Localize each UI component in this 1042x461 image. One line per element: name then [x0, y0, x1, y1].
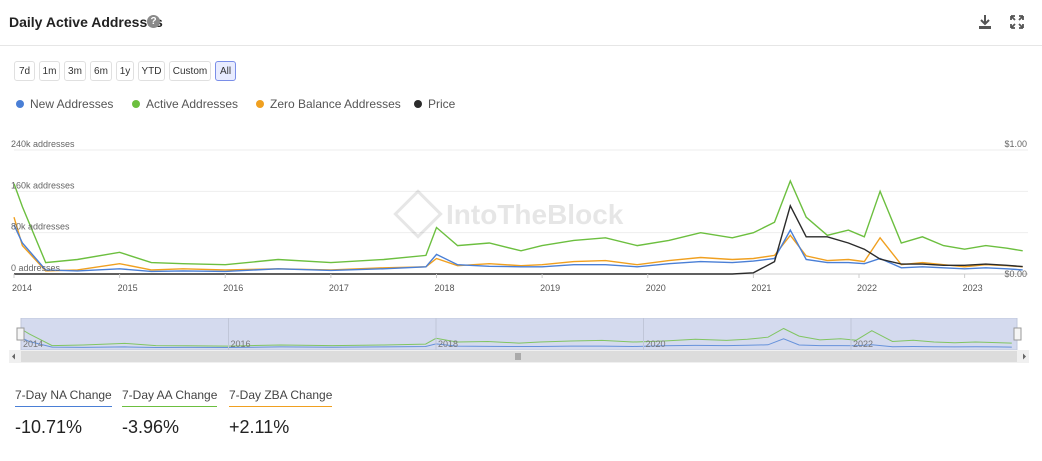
y-tick-label: 240k addresses [11, 139, 75, 149]
fullscreen-icon[interactable] [1009, 14, 1025, 30]
x-tick-label: 2022 [857, 283, 877, 293]
range-button-all[interactable]: All [215, 61, 236, 81]
navigator[interactable]: 2014 2016 2018 2020 2022 [9, 317, 1029, 363]
navigator-line-active-addresses [20, 327, 1012, 347]
range-button-3m[interactable]: 3m [64, 61, 86, 81]
range-button-6m[interactable]: 6m [90, 61, 112, 81]
navigator-labels: 2014 2016 2018 2020 2022 [20, 318, 873, 350]
series-line-zero-balance-addresses [13, 217, 1023, 272]
y-tick-label: 0 addresses [11, 263, 61, 273]
legend-dot-icon [256, 99, 264, 108]
x-tick-label: 2014 [12, 283, 32, 293]
navigator-label: 2018 [438, 339, 458, 349]
stat-zba-change: 7-Day ZBA Change +2.11% [229, 388, 333, 438]
y-tick-label: 160k addresses [11, 180, 75, 190]
stat-value: -10.71% [15, 417, 83, 437]
stat-value: -3.96% [122, 417, 180, 437]
series-line-active-addresses [13, 179, 1023, 266]
download-icon[interactable] [977, 14, 993, 30]
stat-value: +2.11% [229, 417, 290, 437]
range-button-1y[interactable]: 1y [116, 61, 134, 81]
help-icon[interactable]: ? [147, 15, 160, 28]
chart-series [13, 179, 1023, 275]
legend-label: Active Addresses [146, 97, 239, 111]
stat-label: 7-Day AA Change [122, 388, 218, 407]
x-tick-label: 2020 [646, 283, 666, 293]
navigator-chart: 2014 2016 2018 2020 2022 [9, 317, 1029, 363]
series-line-price [14, 203, 1023, 275]
watermark: IntoTheBlock [393, 189, 624, 239]
legend-item-price[interactable]: Price [414, 97, 455, 111]
navigator-right-handle[interactable] [1013, 327, 1022, 341]
stat-label: 7-Day ZBA Change [229, 388, 333, 407]
range-button-7d[interactable]: 7d [14, 61, 35, 81]
navigator-label: 2016 [231, 339, 251, 349]
y-right-tick-label: $1.00 [1004, 139, 1027, 149]
x-tick-label: 2021 [751, 283, 771, 293]
y-right-tick-label: $0.00 [1004, 269, 1027, 279]
scroll-right-icon[interactable] [1023, 353, 1026, 360]
x-tick-label: 2015 [118, 283, 138, 293]
legend-label: Zero Balance Addresses [270, 97, 401, 111]
legend-item-new-addresses[interactable]: New Addresses [16, 97, 113, 111]
range-button-1m[interactable]: 1m [39, 61, 60, 81]
navigator-label: 2022 [853, 339, 873, 349]
x-tick-label: 2023 [963, 283, 983, 293]
x-axis-labels: 2014 2015 2016 2017 2018 2019 2020 2021 2022 2023 [12, 274, 983, 293]
y-tick-label: 80k addresses [11, 222, 70, 232]
series-line-new-addresses [13, 224, 1023, 273]
navigator-left-handle[interactable] [16, 327, 25, 341]
legend-dot-icon [132, 99, 140, 108]
legend-label: New Addresses [30, 97, 114, 111]
legend-dot-icon [414, 99, 422, 108]
x-tick-label: 2016 [223, 283, 243, 293]
navigator-label: 2020 [646, 339, 666, 349]
x-tick-label: 2017 [329, 283, 349, 293]
watermark-text: IntoTheBlock [446, 199, 624, 230]
x-tick-label: 2019 [540, 283, 560, 293]
x-tick-label: 2018 [434, 283, 454, 293]
main-chart: IntoTheBlock 0 addresses 80k addresses 160… [11, 139, 1028, 293]
scroll-grip-icon[interactable] [515, 353, 521, 360]
navigator-series [20, 327, 1012, 349]
stat-label: 7-Day NA Change [15, 388, 112, 407]
legend-item-zero-balance-addresses[interactable]: Zero Balance Addresses [256, 97, 401, 111]
stat-na-change: 7-Day NA Change -10.71% [15, 388, 112, 438]
stat-aa-change: 7-Day AA Change -3.96% [122, 388, 218, 438]
legend-item-active-addresses[interactable]: Active Addresses [132, 97, 238, 111]
navigator-label: 2014 [23, 339, 43, 349]
y-axis-labels: 0 addresses 80k addresses 160k addresses 24… [11, 139, 1027, 279]
range-button-custom[interactable]: Custom [169, 61, 211, 81]
legend-dot-icon [16, 99, 24, 108]
navigator-line-new-addresses [20, 337, 1012, 349]
range-button-ytd[interactable]: YTD [138, 61, 165, 81]
navigator-scrollbar-thumb[interactable] [21, 351, 1017, 362]
scroll-left-icon[interactable] [12, 353, 15, 360]
legend-label: Price [428, 97, 456, 111]
page-title: Daily Active Addresses [9, 14, 163, 30]
card-header: Daily Active Addresses ? [0, 0, 1042, 46]
